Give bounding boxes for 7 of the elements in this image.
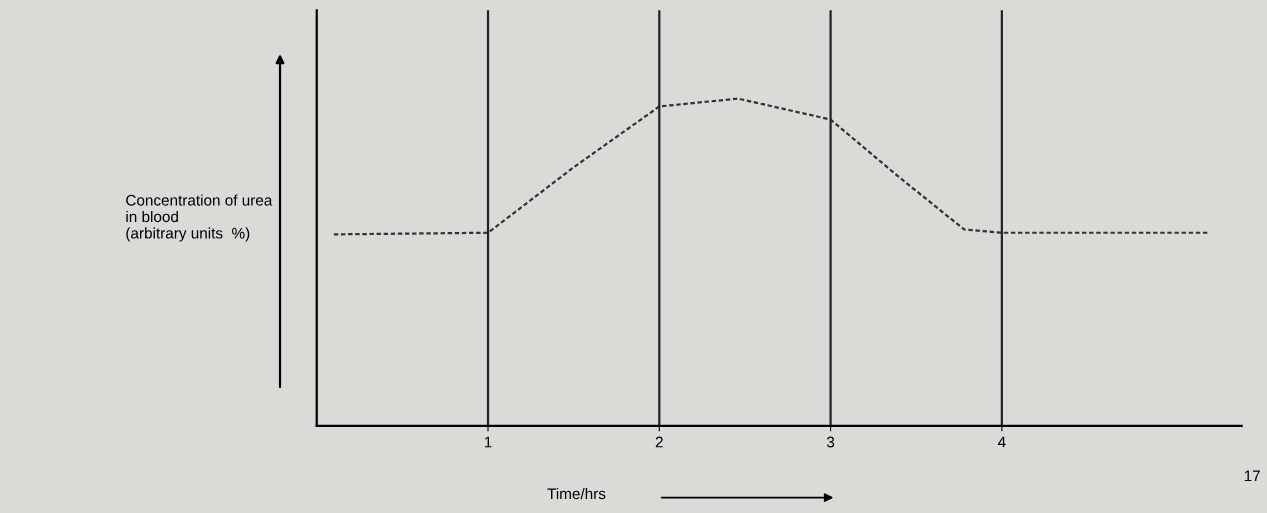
x-tick-label: 4 xyxy=(997,436,1006,448)
y-axis-title: Concentration of urea in blood (arbitrary units %) xyxy=(126,194,273,242)
text: 17 xyxy=(1244,470,1260,482)
x-tick-label: 2 xyxy=(655,436,663,448)
x-axis-title: Time/hrs xyxy=(547,487,606,500)
x-tick-label: 3 xyxy=(826,436,835,448)
x-tick-label: 1 xyxy=(484,436,492,448)
